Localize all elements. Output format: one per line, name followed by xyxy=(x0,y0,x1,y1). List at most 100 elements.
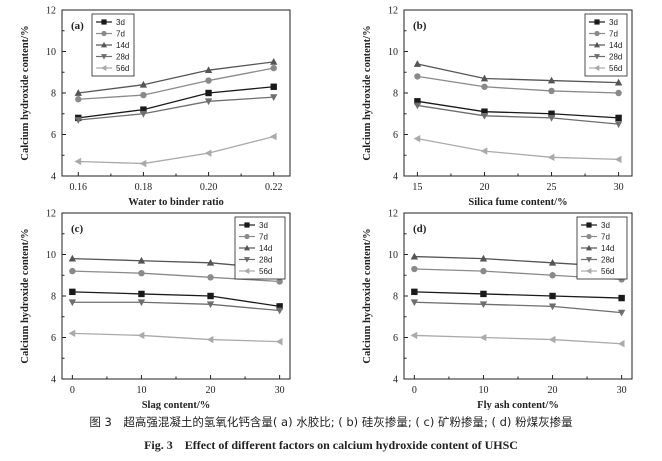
data-point-56d xyxy=(269,132,277,141)
x-tick-label: 0.22 xyxy=(265,182,283,193)
x-tick-label: 20 xyxy=(206,385,216,396)
x-tick-label: 15 xyxy=(412,182,422,193)
legend-marker xyxy=(594,41,600,48)
data-point-3d xyxy=(414,98,421,105)
legend-label: 28d xyxy=(116,53,129,62)
y-tick-label: 12 xyxy=(46,209,56,220)
chart-panel: 4 6 8 10 12 0.16 0.18 0.20 0.22 Water to binder r… xyxy=(20,6,291,208)
series-line-28d xyxy=(72,301,280,312)
legend-label: 3d xyxy=(601,221,610,230)
legend-label: 7d xyxy=(259,233,268,242)
data-point-3d xyxy=(140,106,147,113)
data-point-56d xyxy=(480,147,488,155)
x-tick-label: 25 xyxy=(547,182,557,193)
data-point-56d xyxy=(617,340,625,348)
series-line-28d xyxy=(417,104,619,125)
data-point-56d xyxy=(614,155,622,164)
legend-label: 56d xyxy=(609,64,622,73)
data-point-14d xyxy=(206,258,215,266)
series-line-14d xyxy=(417,63,619,84)
y-tick-label: 8 xyxy=(51,89,56,100)
legend-marker xyxy=(244,257,250,263)
data-point-28d xyxy=(547,115,556,122)
y-tick-label: 10 xyxy=(46,47,56,58)
data-point-14d xyxy=(480,74,489,82)
data-point-7d xyxy=(138,269,145,277)
data-point-56d xyxy=(547,153,555,162)
series-line-56d xyxy=(414,334,622,345)
legend-marker xyxy=(585,268,592,274)
data-point-3d xyxy=(481,108,488,115)
legend-label: 56d xyxy=(116,64,129,73)
y-tick-label: 10 xyxy=(388,250,398,261)
data-point-7d xyxy=(140,91,147,99)
legend-label: 14d xyxy=(609,41,622,50)
data-point-7d xyxy=(549,272,556,279)
series-line-3d xyxy=(414,291,622,299)
data-point-3d xyxy=(548,110,555,117)
x-tick-label: 0.18 xyxy=(135,182,153,193)
y-tick-label: 4 xyxy=(393,375,398,386)
data-point-7d xyxy=(480,267,487,275)
y-tick-label: 4 xyxy=(51,375,56,386)
data-point-56d xyxy=(206,335,214,344)
x-tick-label: 0.20 xyxy=(200,182,218,193)
data-point-28d xyxy=(206,301,215,309)
data-point-28d xyxy=(204,98,213,106)
legend-label: 3d xyxy=(259,221,268,230)
y-tick-label: 12 xyxy=(46,6,56,17)
series-line-7d xyxy=(417,75,619,94)
y-tick-label: 8 xyxy=(393,292,398,303)
x-tick-label: 0 xyxy=(70,385,75,396)
legend-label: 7d xyxy=(601,233,610,242)
y-tick-label: 8 xyxy=(51,292,56,303)
y-tick-label: 6 xyxy=(51,130,56,141)
data-point-28d xyxy=(68,299,77,307)
legend-label: 28d xyxy=(609,53,622,62)
x-tick-label: 30 xyxy=(614,182,624,193)
data-point-28d xyxy=(139,110,148,118)
legend-label: 56d xyxy=(259,267,272,276)
data-point-3d xyxy=(480,290,487,298)
data-point-7d xyxy=(69,267,76,275)
legend-marker xyxy=(586,233,592,240)
data-point-3d xyxy=(276,303,283,310)
x-tick-label: 30 xyxy=(275,385,285,396)
legend-label: 56d xyxy=(601,267,614,276)
y-tick-label: 10 xyxy=(388,47,398,58)
data-point-14d xyxy=(479,254,488,262)
data-point-28d xyxy=(617,309,626,317)
data-point-56d xyxy=(479,333,487,342)
x-tick-label: 20 xyxy=(479,182,489,193)
legend-marker xyxy=(100,65,107,71)
series-line-56d xyxy=(72,332,280,343)
data-point-7d xyxy=(548,87,555,95)
series-line-7d xyxy=(78,67,274,100)
x-tick-label: 10 xyxy=(136,385,146,396)
y-tick-label: 8 xyxy=(393,89,398,100)
data-point-28d xyxy=(479,301,488,309)
series-line-14d xyxy=(78,61,274,94)
data-point-14d xyxy=(74,89,82,96)
data-point-28d xyxy=(413,102,422,110)
legend-label: 28d xyxy=(601,256,614,265)
x-axis-label: Silica fume content/% xyxy=(468,197,567,208)
data-point-56d xyxy=(139,159,147,168)
data-point-7d xyxy=(615,89,622,97)
series-line-3d xyxy=(72,291,280,308)
legend-marker xyxy=(586,244,592,251)
legend-marker xyxy=(101,19,107,25)
x-axis-label: Water to binder ratio xyxy=(128,197,224,208)
legend-marker xyxy=(244,233,250,240)
legend: 3d 7d 14d 28d 56d xyxy=(576,216,628,280)
chart-panel: 4 6 8 10 12 15 20 25 30 Silica fume content/% Calc… xyxy=(362,6,633,208)
legend: 3d 7d 14d 28d 56d xyxy=(584,13,628,77)
legend: 3d 7d 14d 28d 56d xyxy=(91,13,135,77)
legend-label: 3d xyxy=(116,18,125,27)
x-tick-label: 10 xyxy=(478,385,488,396)
legend-marker xyxy=(594,54,600,60)
y-tick-label: 4 xyxy=(393,172,398,183)
legend-marker xyxy=(244,222,250,228)
panel-label: (a) xyxy=(71,20,84,32)
x-tick-label: 0.16 xyxy=(70,182,88,193)
